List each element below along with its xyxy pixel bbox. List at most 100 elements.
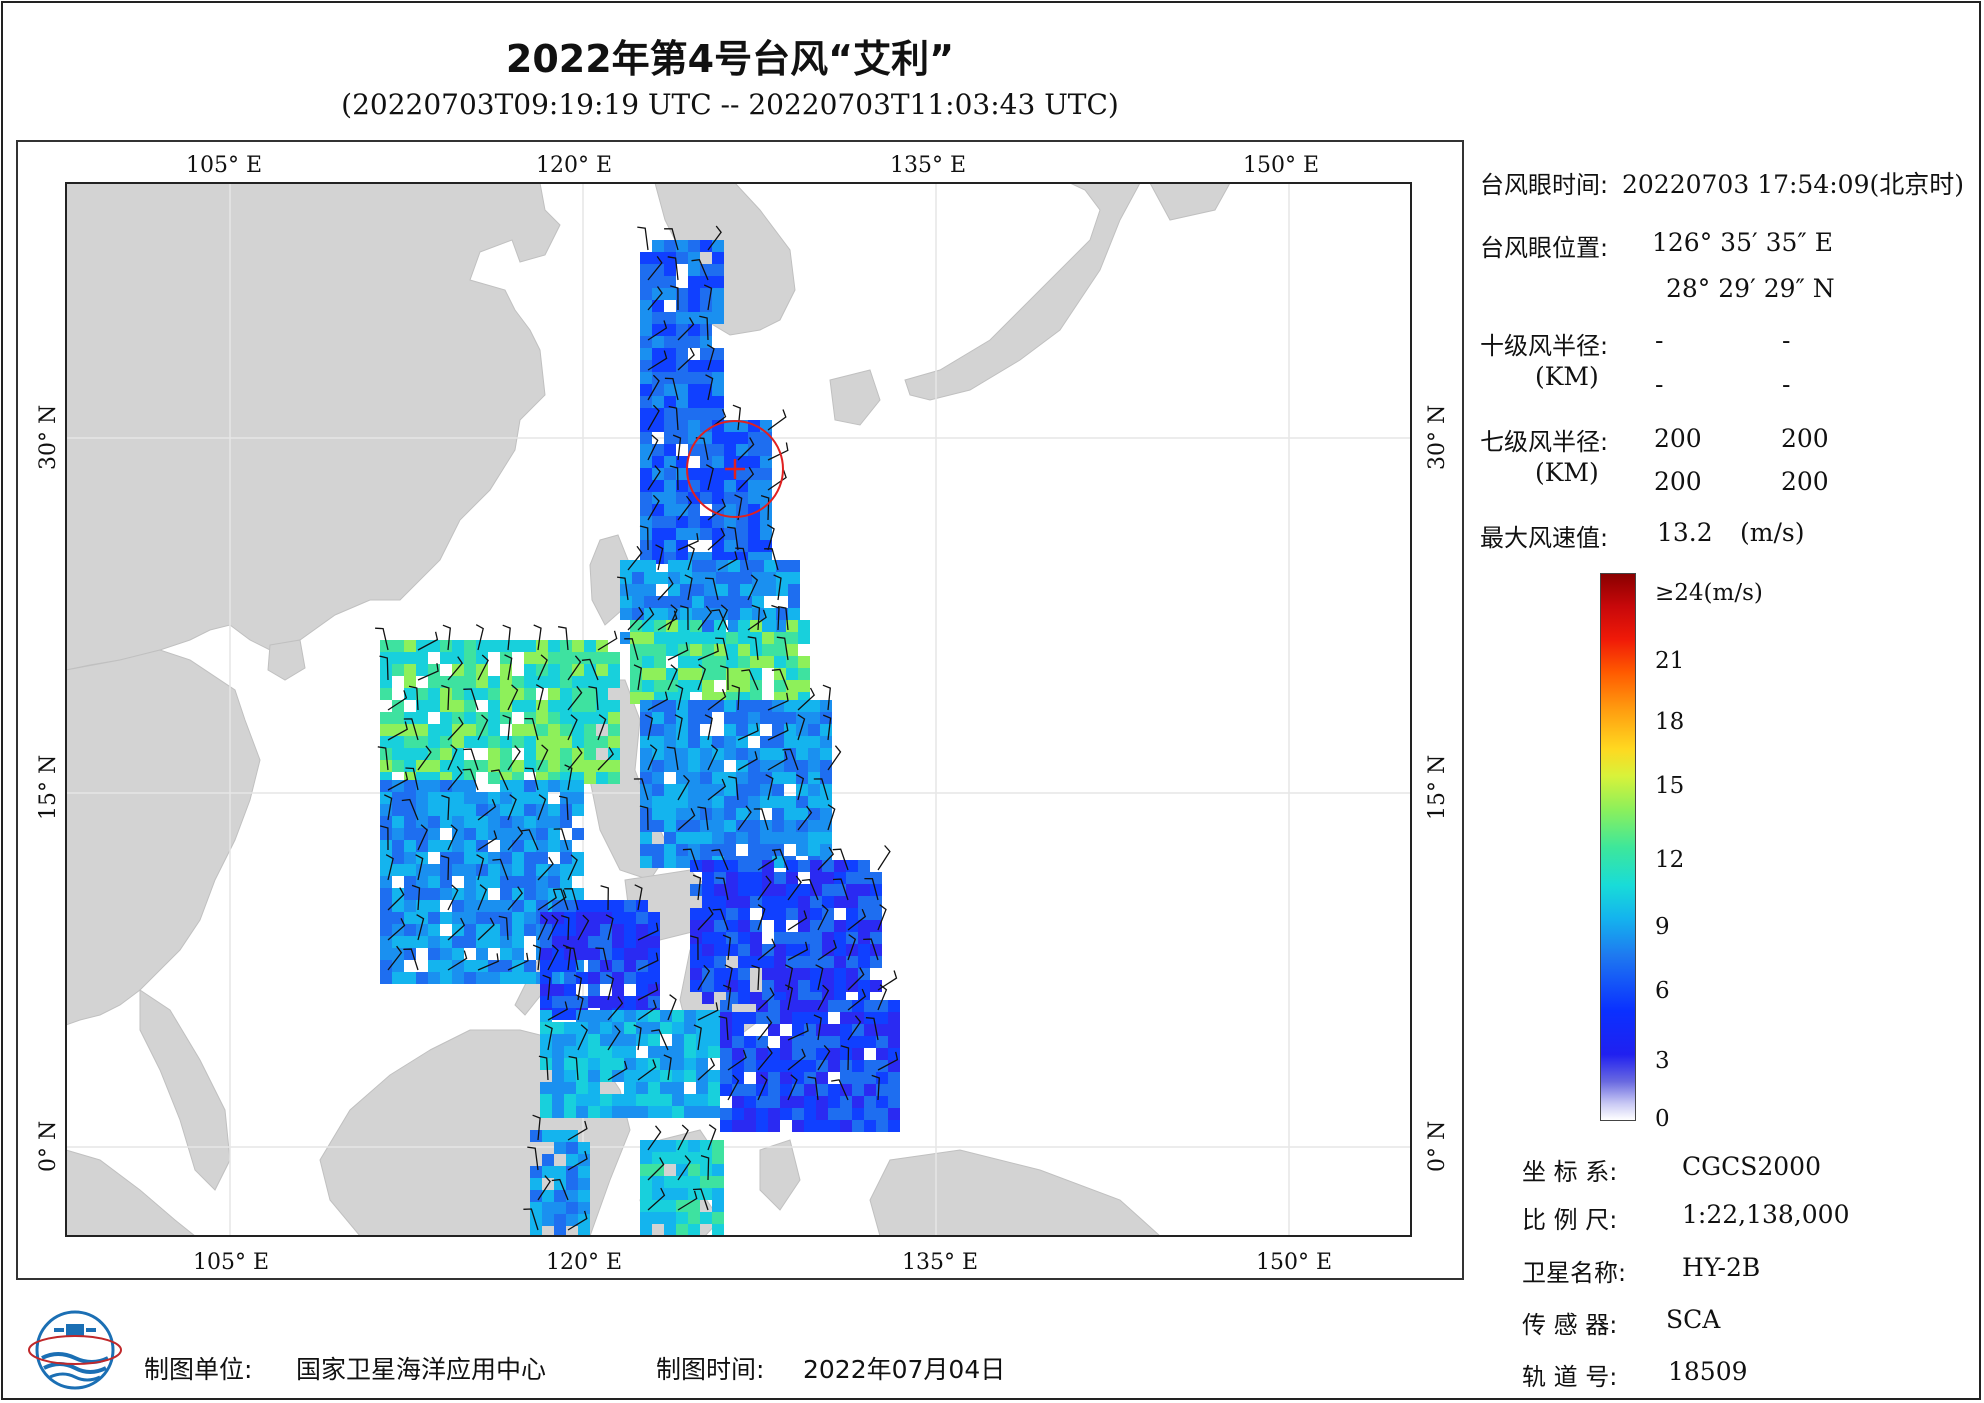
wind-barb (507, 886, 524, 911)
wind-pixel (724, 844, 736, 856)
wind-pixel (728, 608, 740, 620)
wind-pixel (576, 1094, 588, 1106)
wind-pixel (588, 912, 600, 924)
wind-barb (784, 984, 794, 1011)
wind-pixel (512, 640, 524, 652)
wind-pixel (404, 852, 416, 864)
wind-pixel (652, 336, 664, 348)
wind-pixel (600, 1010, 612, 1022)
wind-pixel (768, 1072, 780, 1084)
wind-pixel (624, 1034, 636, 1046)
wind-pixel (440, 804, 452, 816)
wind-pixel (796, 808, 808, 820)
wind-barb (507, 952, 529, 971)
wind-barb (675, 684, 684, 711)
wind-barb (523, 1208, 539, 1231)
wind-pixel (760, 844, 772, 856)
wind-barb (567, 1210, 588, 1231)
wind-pixel (536, 852, 548, 864)
wind-barb (633, 664, 643, 691)
wind-barb (568, 1055, 579, 1081)
wind-pixel (540, 936, 552, 948)
wind-pixel (488, 736, 500, 748)
wind-pixel (712, 240, 724, 252)
wind-pixel (652, 456, 664, 468)
wind-pixel (688, 444, 700, 456)
wind-pixel (564, 1070, 576, 1082)
wind-pixel (380, 852, 392, 864)
wind-pixel (768, 1120, 780, 1132)
wind-pixel (732, 1108, 744, 1120)
wind-pixel (760, 796, 772, 808)
wind-pixel (700, 492, 712, 504)
wind-pixel (690, 644, 702, 656)
wind-pixel (820, 700, 832, 712)
wind-pixel (780, 1012, 792, 1024)
wind-pixel (744, 1120, 756, 1132)
wind-pixel (452, 760, 464, 772)
wind-pixel (500, 816, 512, 828)
wind-pixel (740, 596, 752, 608)
wind-pixel (688, 736, 700, 748)
wind-pixel (620, 560, 632, 572)
wind-pixel (576, 1010, 588, 1022)
wind-barb (544, 1024, 553, 1051)
wind-pixel (548, 816, 560, 828)
wind-pixel (820, 736, 832, 748)
wind-pixel (780, 1072, 792, 1084)
wind-barb (672, 434, 682, 461)
radius7-label: 七级风半径: (1480, 428, 1609, 456)
wind-pixel (732, 1036, 744, 1048)
lon-tick-bottom-135: 135° E (902, 1250, 979, 1275)
wind-pixel (664, 736, 676, 748)
wind-pixel (640, 820, 652, 832)
wind-pixel (572, 804, 584, 816)
wind-pixel (666, 668, 678, 680)
wind-pixel (648, 1070, 660, 1082)
wind-barb (697, 806, 709, 831)
wind-pixel (744, 1036, 756, 1048)
wind-pixel (720, 1108, 732, 1120)
wind-pixel (724, 504, 736, 516)
wind-pixel (640, 252, 652, 264)
wind-pixel (772, 736, 784, 748)
wind-pixel (798, 980, 810, 992)
wind-pixel (640, 372, 652, 384)
wind-pixel (756, 1048, 768, 1060)
wind-pixel (668, 608, 680, 620)
wind-pixel (500, 640, 512, 652)
wind-barb (477, 917, 495, 941)
wind-pixel (648, 1022, 660, 1034)
wind-pixel (664, 432, 676, 444)
wind-pixel (664, 844, 676, 856)
wind-pixel (688, 276, 700, 288)
wind-barb (677, 1190, 698, 1211)
wind-pixel (748, 516, 760, 528)
wind-pixel (738, 884, 750, 896)
wind-barb (757, 1046, 773, 1071)
wind-pixel (784, 832, 796, 844)
wind-pixel (870, 944, 882, 956)
wind-barb (647, 320, 668, 341)
wind-pixel (488, 900, 500, 912)
wind-barb (597, 714, 607, 741)
wind-pixel (640, 300, 652, 312)
wind-pixel (648, 948, 660, 960)
wind-pixel (596, 772, 608, 784)
wind-pixel (476, 912, 488, 924)
wind-pixel (764, 572, 776, 584)
wind-pixel (726, 656, 738, 668)
wind-pixel (780, 1060, 792, 1072)
wind-barb (737, 437, 755, 461)
wind-pixel (652, 712, 664, 724)
wind-pixel (530, 1130, 542, 1142)
lon-tick-top-135: 135° E (890, 153, 967, 178)
wind-pixel (672, 1070, 684, 1082)
wind-pixel (548, 676, 560, 688)
wind-pixel (688, 504, 700, 516)
wind-pixel (512, 912, 524, 924)
wind-pixel (688, 772, 700, 784)
wind-pixel (810, 872, 822, 884)
wind-pixel (700, 288, 712, 300)
